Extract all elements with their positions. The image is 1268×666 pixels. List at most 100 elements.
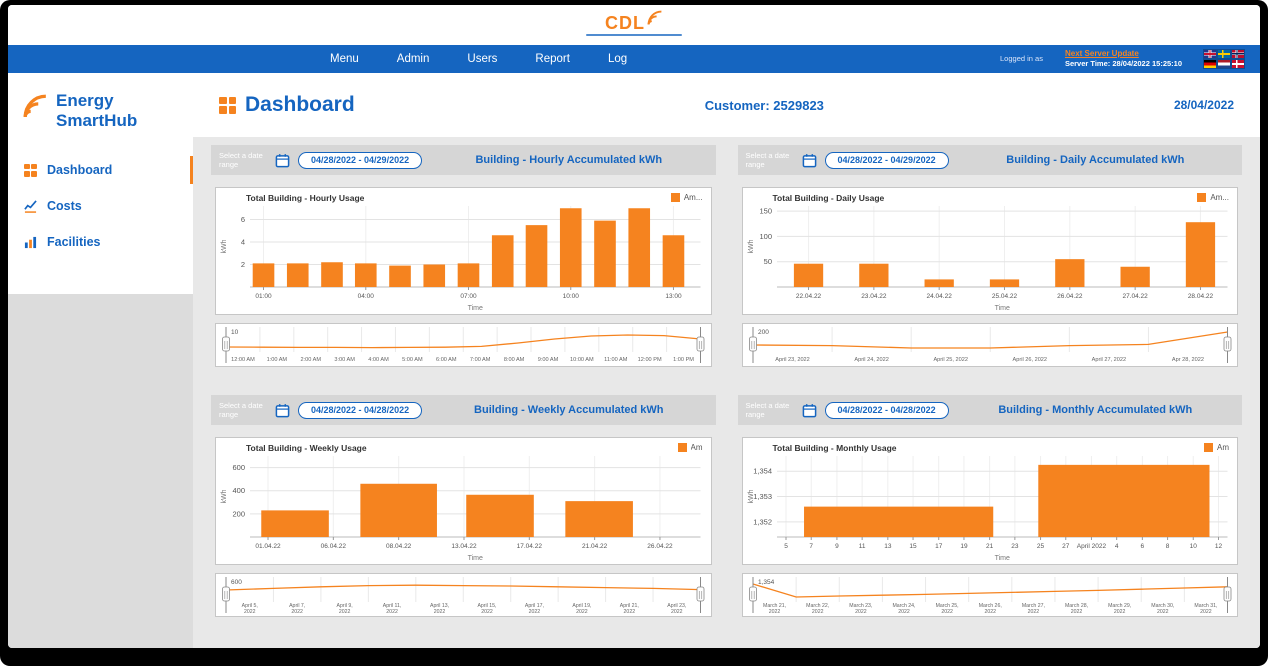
bar-chart-svg: 200 400 600 01.04.22 06.04.22 08.04.22 13.04.2… bbox=[221, 456, 701, 562]
flag-netherlands-icon[interactable] bbox=[1217, 58, 1231, 69]
sidebar: Energy SmartHub Dashboard Costs bbox=[8, 73, 193, 648]
svg-text:50: 50 bbox=[763, 257, 771, 266]
flag-sweden-icon[interactable] bbox=[1217, 48, 1231, 59]
range-navigator[interactable]: 12:00 AM 1:00 AM 2:00 AM 3:00 AM 4:00 AM 5:00… bbox=[215, 323, 712, 367]
legend-item[interactable]: Am bbox=[1204, 443, 1229, 452]
range-navigator[interactable]: March 21, 2022 March 22, 2022 March 23, 2022 M… bbox=[741, 573, 1238, 617]
svg-text:6:00 AM: 6:00 AM bbox=[436, 357, 457, 363]
page-title-text: Dashboard bbox=[245, 93, 355, 116]
date-range-input[interactable]: 04/28/2022 - 04/29/2022 bbox=[824, 151, 949, 169]
svg-text:April 24, 2022: April 24, 2022 bbox=[854, 357, 889, 363]
svg-text:27: 27 bbox=[1062, 543, 1070, 550]
range-navigator[interactable]: April 5, 2022 April 7, 2022 April 9, 2022 Apri… bbox=[215, 573, 712, 617]
svg-text:April 21,2022: April 21, 2022 bbox=[620, 603, 639, 615]
bar-chart-svg: 50 100 150 22.04.22 23.04.22 24.04.22 25.04.22… bbox=[748, 206, 1227, 312]
svg-text:21.04.22: 21.04.22 bbox=[582, 543, 608, 550]
legend-item[interactable]: Am... bbox=[1197, 193, 1229, 202]
panel-title: Building - Daily Accumulated kWh bbox=[1006, 154, 1185, 166]
sidebar-item-label: Costs bbox=[47, 199, 82, 214]
panel-title: Building - Monthly Accumulated kWh bbox=[998, 404, 1193, 416]
nav-item-menu[interactable]: Menu bbox=[330, 53, 359, 65]
svg-text:1,353: 1,353 bbox=[753, 492, 772, 501]
sidebar-item-dashboard[interactable]: Dashboard bbox=[8, 152, 193, 188]
calendar-icon[interactable] bbox=[802, 153, 817, 168]
nav-item-admin[interactable]: Admin bbox=[396, 53, 430, 65]
svg-text:600: 600 bbox=[232, 463, 245, 472]
svg-text:March 22,2022: March 22, 2022 bbox=[806, 603, 829, 615]
legend-swatch bbox=[677, 443, 687, 452]
chart-title: Total Building - Hourly Usage bbox=[246, 193, 365, 203]
sidebar-item-facilities[interactable]: Facilities bbox=[8, 224, 193, 260]
flag-germany-icon[interactable] bbox=[1203, 58, 1217, 69]
bar-chart-svg: 2 4 6 01:00 04:00 07:00 10:00 13:00 Time kWh bbox=[221, 206, 701, 312]
date-range-input[interactable]: 04/28/2022 - 04/28/2022 bbox=[298, 401, 423, 419]
svg-text:4:00 AM: 4:00 AM bbox=[368, 357, 389, 363]
svg-text:5: 5 bbox=[784, 543, 788, 550]
sidebar-item-costs[interactable]: Costs bbox=[8, 188, 193, 224]
svg-text:200: 200 bbox=[232, 509, 245, 518]
panel-header: Select a date range 04/28/2022 - 04/29/2… bbox=[737, 145, 1242, 175]
svg-text:100: 100 bbox=[759, 232, 772, 241]
svg-text:April 26, 2022: April 26, 2022 bbox=[1012, 357, 1047, 363]
svg-text:3:00 AM: 3:00 AM bbox=[334, 357, 355, 363]
svg-text:12:00 PM: 12:00 PM bbox=[638, 357, 662, 363]
range-navigator[interactable]: April 23, 2022 April 24, 2022 April 25, 20… bbox=[741, 323, 1238, 367]
calendar-icon[interactable] bbox=[275, 153, 290, 168]
svg-text:26.04.22: 26.04.22 bbox=[647, 543, 673, 550]
svg-text:13:00: 13:00 bbox=[665, 293, 682, 300]
svg-text:5:00 AM: 5:00 AM bbox=[402, 357, 423, 363]
navigator-svg[interactable]: April 5, 2022 April 7, 2022 April 9, 2022 Apri… bbox=[216, 574, 711, 616]
bar-chart-svg: 1,352 1,353 1,354 5 7 9 11 13 15 17 19 21 23 25 27 Apri… bbox=[748, 456, 1227, 562]
svg-text:March 29,2022: March 29, 2022 bbox=[1108, 603, 1131, 615]
navigator-svg[interactable]: April 23, 2022 April 24, 2022 April 25, 20… bbox=[743, 324, 1238, 366]
svg-text:17: 17 bbox=[935, 543, 943, 550]
current-date: 28/04/2022 bbox=[1173, 98, 1234, 112]
calendar-icon[interactable] bbox=[275, 403, 290, 418]
date-range-input[interactable]: 04/28/2022 - 04/28/2022 bbox=[824, 401, 949, 419]
date-range-input[interactable]: 04/28/2022 - 04/29/2022 bbox=[298, 151, 423, 169]
next-server-update-link[interactable]: Next Server Update bbox=[1064, 48, 1139, 58]
svg-text:April 11,2022: April 11, 2022 bbox=[383, 603, 402, 615]
svg-text:Time: Time bbox=[994, 555, 1009, 562]
brand-text: Energy SmartHub bbox=[56, 91, 138, 130]
flag-uk-icon[interactable] bbox=[1203, 48, 1217, 59]
legend-swatch bbox=[670, 193, 680, 202]
navigator-svg[interactable]: 12:00 AM 1:00 AM 2:00 AM 3:00 AM 4:00 AM 5:00… bbox=[216, 324, 711, 366]
svg-text:01.04.22: 01.04.22 bbox=[255, 543, 281, 550]
brand: Energy SmartHub bbox=[8, 87, 193, 152]
nav-item-log[interactable]: Log bbox=[607, 53, 628, 65]
logged-in-label: Logged in as bbox=[1000, 54, 1043, 64]
svg-text:1:00 PM: 1:00 PM bbox=[673, 357, 694, 363]
chart-title: Total Building - Monthly Usage bbox=[772, 443, 897, 453]
svg-text:15: 15 bbox=[909, 543, 917, 550]
legend-item[interactable]: Am bbox=[677, 443, 703, 452]
navigator-svg[interactable]: March 21, 2022 March 22, 2022 March 23, 2022 M… bbox=[743, 574, 1238, 616]
panel-title: Building - Hourly Accumulated kWh bbox=[475, 154, 663, 166]
svg-text:10: 10 bbox=[1189, 543, 1197, 550]
chart-card: Total Building - Monthly Usage Am 1,352 1… bbox=[741, 437, 1238, 565]
sidebar-item-label: Facilities bbox=[47, 235, 101, 250]
svg-text:9:00 AM: 9:00 AM bbox=[538, 357, 559, 363]
svg-text:28.04.22: 28.04.22 bbox=[1187, 293, 1213, 300]
svg-text:10:00: 10:00 bbox=[563, 293, 580, 300]
flag-denmark-icon[interactable] bbox=[1231, 58, 1245, 69]
calendar-icon[interactable] bbox=[802, 403, 817, 418]
facilities-bar-chart-icon bbox=[24, 236, 37, 248]
flag-norway-icon[interactable] bbox=[1231, 48, 1245, 59]
svg-text:01:00: 01:00 bbox=[255, 293, 272, 300]
svg-text:23: 23 bbox=[1011, 543, 1019, 550]
sidebar-nav: Dashboard Costs bbox=[8, 152, 193, 260]
legend-label: Am bbox=[1217, 443, 1229, 452]
svg-text:400: 400 bbox=[232, 486, 245, 495]
nav-item-users[interactable]: Users bbox=[467, 53, 498, 65]
svg-text:11: 11 bbox=[858, 543, 865, 550]
svg-text:9: 9 bbox=[835, 543, 839, 550]
svg-text:March 23,2022: March 23, 2022 bbox=[849, 603, 872, 615]
legend-label: Am... bbox=[683, 193, 703, 202]
nav-item-report[interactable]: Report bbox=[535, 53, 570, 65]
svg-text:7:00 AM: 7:00 AM bbox=[470, 357, 491, 363]
svg-text:08.04.22: 08.04.22 bbox=[386, 543, 412, 550]
legend-item[interactable]: Am... bbox=[670, 193, 703, 202]
svg-text:13.04.22: 13.04.22 bbox=[451, 543, 477, 550]
panel-header: Select a date range 04/28/2022 - 04/28/2… bbox=[737, 395, 1242, 425]
